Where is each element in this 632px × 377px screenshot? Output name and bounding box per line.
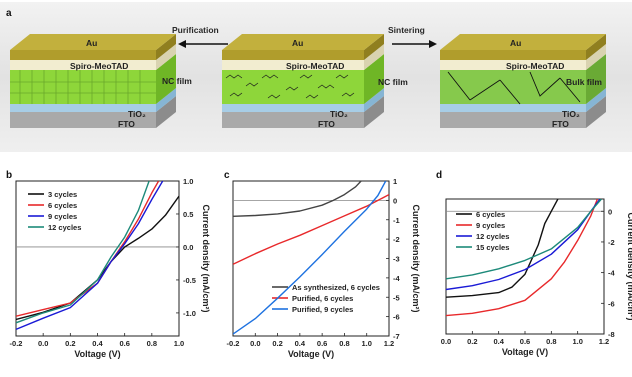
- sintering-label: Sintering: [388, 25, 425, 35]
- x-tick-label: 0.2: [65, 339, 75, 348]
- left-nc-label: NC film: [162, 76, 192, 86]
- right-tio2-label: TiO₂: [562, 109, 580, 119]
- purification-arrow: [178, 40, 228, 48]
- panel-c-label: c: [224, 170, 230, 181]
- series-line-2: [233, 193, 389, 265]
- series-line-3: [233, 181, 387, 335]
- series-line-1: [16, 195, 179, 321]
- y-tick-label: 0: [608, 207, 612, 216]
- legend-label: 12 cycles: [48, 223, 81, 232]
- middle-au-label: Au: [292, 38, 303, 48]
- legend-label: 9 cycles: [48, 212, 77, 221]
- y-axis-label: Current density (mA/cm²): [626, 212, 632, 320]
- x-tick-label: 1.0: [572, 337, 582, 346]
- x-tick-label: 1.2: [599, 337, 609, 346]
- x-tick-label: 0.6: [119, 339, 129, 348]
- y-axis-label: Current density (mA/cm²): [201, 204, 211, 312]
- x-tick-label: 0.8: [147, 339, 157, 348]
- series-line-1: [233, 181, 362, 217]
- y-tick-label: 0: [393, 196, 397, 205]
- middle-fto-label: FTO: [318, 119, 335, 129]
- x-tick-label: 0.2: [467, 337, 477, 346]
- chart-panel-c: -0.2 0.0 0.2 0.4 0.6 0.8 1.0 1.2 1 0 -1 -2 -3 -4 -5 -6 -…: [227, 177, 421, 359]
- y-axis-label: Current density (mA/cm²): [411, 204, 421, 312]
- device-stack-right: Au Spiro-MeoTAD Bulk film TiO₂ FTO: [440, 34, 606, 129]
- device-stack-middle: Au Spiro-MeoTAD NC film TiO₂ FTO: [222, 34, 408, 129]
- series-line-4: [446, 199, 602, 280]
- panel-a-label: a: [6, 8, 12, 19]
- x-tick-label: 0.4: [295, 339, 306, 348]
- y-tick-label: 1.0: [183, 177, 193, 186]
- x-tick-label: 0.2: [272, 339, 282, 348]
- y-tick-label: -4: [608, 269, 615, 278]
- legend-label: 12 cycles: [476, 232, 509, 241]
- y-tick-label: -7: [393, 332, 400, 341]
- legend-label: As synthesized, 6 cycles: [292, 283, 380, 292]
- middle-tio2-label: TiO₂: [330, 109, 348, 119]
- x-tick-label: 1.0: [361, 339, 371, 348]
- x-axis-label: Voltage (V): [288, 349, 334, 359]
- chart-panel-d: 0.0 0.2 0.4 0.6 0.8 1.0 1.2 0 -2 -4 -6 -8 Voltage (V…: [441, 198, 632, 357]
- x-tick-label: 0.8: [546, 337, 556, 346]
- legend-label: 15 cycles: [476, 243, 509, 252]
- chart-panel-b: -0.2 0.0 0.2 0.4 0.6 0.8 1.0 1.0 0.5 0.0 -0.5 -1.0 V…: [10, 177, 211, 359]
- y-tick-label: -5: [393, 293, 400, 302]
- x-axis-label: Voltage (V): [502, 347, 548, 357]
- x-tick-label: -0.2: [10, 339, 23, 348]
- y-tick-label: 0.5: [183, 210, 193, 219]
- left-tio2-label: TiO₂: [128, 109, 146, 119]
- x-tick-label: 0.0: [441, 337, 451, 346]
- y-tick-label: -3: [393, 255, 400, 264]
- purification-label: Purification: [172, 25, 219, 35]
- x-tick-label: 0.6: [317, 339, 327, 348]
- y-tick-label: -8: [608, 330, 615, 339]
- middle-nc-label: NC film: [378, 77, 408, 87]
- legend-label: 6 cycles: [48, 201, 77, 210]
- y-tick-label: -1.0: [183, 309, 196, 318]
- series-line-4: [16, 181, 150, 324]
- series-line-2: [16, 181, 160, 317]
- panel-d-label: d: [436, 170, 442, 181]
- series-line-2: [446, 199, 599, 317]
- x-tick-label: 0.0: [38, 339, 48, 348]
- x-tick-label: -0.2: [227, 339, 240, 348]
- y-tick-label: -6: [393, 313, 400, 322]
- left-fto-label: FTO: [118, 119, 135, 129]
- series-line-1: [446, 199, 559, 298]
- legend-label: 3 cycles: [48, 190, 77, 199]
- left-au-label: Au: [86, 38, 97, 48]
- legend-label: 6 cycles: [476, 210, 505, 219]
- right-spiro-label: Spiro-MeoTAD: [506, 61, 564, 71]
- x-tick-label: 0.4: [493, 337, 504, 346]
- x-tick-label: 1.2: [384, 339, 394, 348]
- x-tick-label: 0.6: [520, 337, 530, 346]
- x-tick-label: 0.0: [250, 339, 260, 348]
- y-tick-label: -0.5: [183, 276, 196, 285]
- right-au-label: Au: [510, 38, 521, 48]
- y-tick-label: 0.0: [183, 243, 193, 252]
- left-spiro-label: Spiro-MeoTAD: [70, 61, 128, 71]
- y-tick-label: -2: [393, 235, 400, 244]
- series-line-3: [16, 181, 164, 331]
- right-fto-label: FTO: [552, 119, 569, 129]
- x-axis-label: Voltage (V): [74, 349, 120, 359]
- legend-label: 9 cycles: [476, 221, 505, 230]
- y-tick-label: 1: [393, 177, 397, 186]
- x-tick-label: 0.8: [339, 339, 349, 348]
- right-bulk-label: Bulk film: [566, 77, 602, 87]
- y-tick-label: -1: [393, 216, 400, 225]
- legend-label: Purified, 6 cycles: [292, 294, 353, 303]
- y-tick-label: -6: [608, 299, 615, 308]
- y-tick-label: -4: [393, 274, 400, 283]
- y-tick-label: -2: [608, 238, 615, 247]
- device-stack-left: Au Spiro-MeoTAD NC film TiO₂ FTO: [10, 34, 192, 129]
- legend-label: Purified, 9 cycles: [292, 305, 353, 314]
- panel-b-label: b: [6, 170, 12, 181]
- middle-spiro-label: Spiro-MeoTAD: [286, 61, 344, 71]
- x-tick-label: 0.4: [92, 339, 103, 348]
- x-tick-label: 1.0: [174, 339, 184, 348]
- sintering-arrow: [392, 40, 437, 48]
